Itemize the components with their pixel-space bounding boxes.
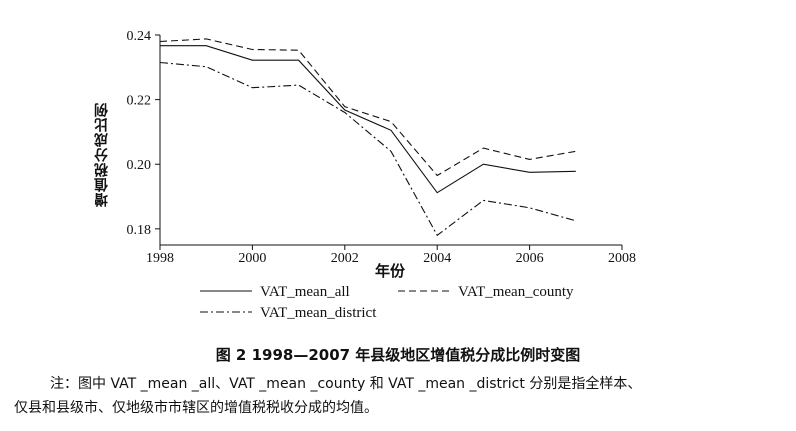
- y-tick-label: 0.18: [127, 223, 152, 238]
- x-tick-label: 2006: [516, 251, 544, 266]
- series-lines: [159, 38, 576, 237]
- figure-note: 注：图中 VAT _mean _all、VAT _mean _county 和 …: [14, 372, 784, 420]
- y-axis-label: 增值税分成比例: [94, 102, 110, 208]
- series-line-vat-mean-district: [159, 61, 576, 237]
- axes: [159, 35, 622, 246]
- series-line-vat-mean-all: [160, 45, 576, 194]
- figure-caption: 图 2 1998—2007 年县级地区增值税分成比例时变图: [215, 346, 581, 364]
- legend-label: VAT_mean_all: [260, 284, 350, 300]
- legend-label: VAT_mean_county: [458, 284, 574, 300]
- y-tick-label: 0.24: [127, 29, 152, 44]
- x-tick-label: 2002: [331, 251, 359, 266]
- x-tick-label: 1998: [146, 251, 174, 266]
- legend: VAT_mean_all VAT_mean_county VAT_mean_dist…: [200, 284, 574, 321]
- series-line-vat-mean-county: [159, 38, 576, 177]
- x-tick-label: 2004: [423, 251, 451, 266]
- y-tick-label: 0.22: [127, 94, 152, 109]
- note-line-2: 仅县和县级市、仅地级市市辖区的增值税税收分成的均值。: [14, 400, 378, 416]
- x-axis-label: 年份: [375, 262, 406, 280]
- x-tick-label: 2000: [238, 251, 266, 266]
- note-line-1: 注：图中 VAT _mean _all、VAT _mean _county 和 …: [50, 376, 642, 392]
- ticks: 1998 2000 2002 2004 2006 2008 0.18 0.20 0.22 0.24: [127, 29, 637, 266]
- chart: 1998 2000 2002 2004 2006 2008 0.18 0.20 0.22 0.24…: [127, 29, 637, 321]
- x-tick-label: 2008: [608, 251, 636, 266]
- y-tick-label: 0.20: [127, 158, 152, 173]
- legend-label: VAT_mean_district: [260, 305, 377, 321]
